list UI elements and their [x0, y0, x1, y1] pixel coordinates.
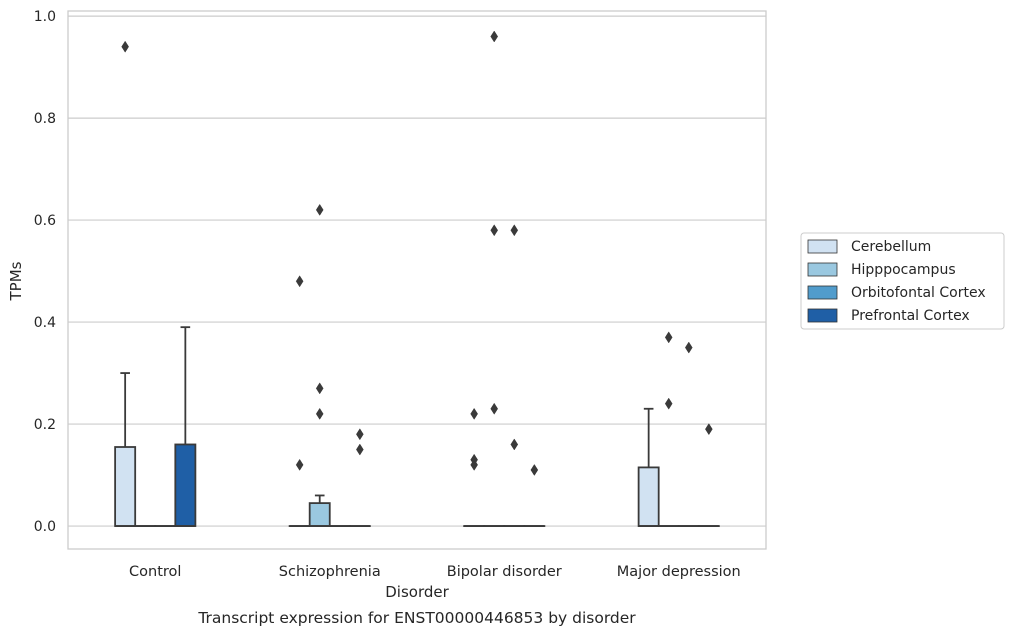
- box: [174, 443, 197, 527]
- y-tick-label: 0.4: [34, 315, 56, 331]
- outlier-point: [356, 428, 364, 441]
- legend-label: Orbitofontal Cortex: [851, 285, 986, 301]
- legend-swatch: [807, 239, 838, 254]
- outlier-point: [470, 407, 478, 420]
- y-tick-label: 1.0: [34, 9, 56, 25]
- x-tick-label: Control: [129, 564, 181, 580]
- outlier-point: [510, 438, 519, 451]
- box-group: [483, 30, 506, 527]
- outlier-point: [121, 40, 129, 53]
- legend-label: Cerebellum: [851, 239, 931, 255]
- box-group: [523, 463, 546, 527]
- x-axis-ticks: Control Schizophrenia Bipolar disorder Majo…: [129, 564, 741, 580]
- y-tick-label: 0.2: [34, 417, 56, 433]
- box-group: [463, 407, 486, 527]
- outlier-point: [315, 203, 324, 216]
- outlier-point: [295, 275, 304, 288]
- x-tick-label: Bipolar disorder: [447, 564, 562, 580]
- box-group: [637, 407, 660, 527]
- outlier-point: [684, 341, 693, 354]
- y-axis-label: TPMs: [7, 261, 25, 301]
- x-tick-label: Schizophrenia: [279, 564, 381, 580]
- y-tick-label: 0.6: [34, 213, 56, 229]
- x-axis-label: Disorder: [385, 583, 449, 601]
- outlier-point: [490, 224, 499, 237]
- legend-frame: [800, 232, 1005, 330]
- outlier-point: [315, 382, 324, 395]
- outlier-point: [664, 331, 673, 344]
- box: [308, 502, 331, 527]
- box: [637, 466, 660, 527]
- legend-swatch: [807, 308, 838, 323]
- boxes: [114, 30, 720, 527]
- outlier-point: [356, 443, 364, 456]
- legend: Cerebellum Hipppocampus Orbitofontal Corte…: [800, 232, 1005, 330]
- outlier-point: [664, 397, 673, 410]
- legend-swatch: [807, 262, 838, 277]
- outlier-point: [315, 407, 324, 420]
- box-group: [114, 40, 137, 527]
- legend-swatch: [807, 285, 838, 300]
- box-group: [174, 326, 197, 527]
- legend-label: Prefrontal Cortex: [851, 308, 970, 324]
- legend-label: Hipppocampus: [851, 262, 956, 278]
- box: [114, 446, 137, 527]
- outlier-point: [530, 463, 539, 476]
- outlier-point: [490, 30, 499, 43]
- box-group: [308, 203, 331, 527]
- plot-area: [67, 10, 767, 550]
- y-tick-label: 0.0: [34, 519, 56, 535]
- outlier-point: [510, 224, 519, 237]
- outlier-point: [705, 423, 713, 436]
- y-tick-label: 0.8: [34, 111, 56, 127]
- box-group: [348, 428, 371, 527]
- x-tick-label: Major depression: [617, 564, 741, 580]
- y-axis-ticks: 0.0 0.2 0.4 0.6 0.8 1.0: [34, 9, 56, 535]
- outlier-point: [490, 402, 499, 415]
- box-group: [697, 423, 720, 527]
- outlier-point: [470, 453, 478, 466]
- chart-title: Transcript expression for ENST0000044685…: [197, 609, 636, 627]
- outlier-point: [295, 458, 304, 471]
